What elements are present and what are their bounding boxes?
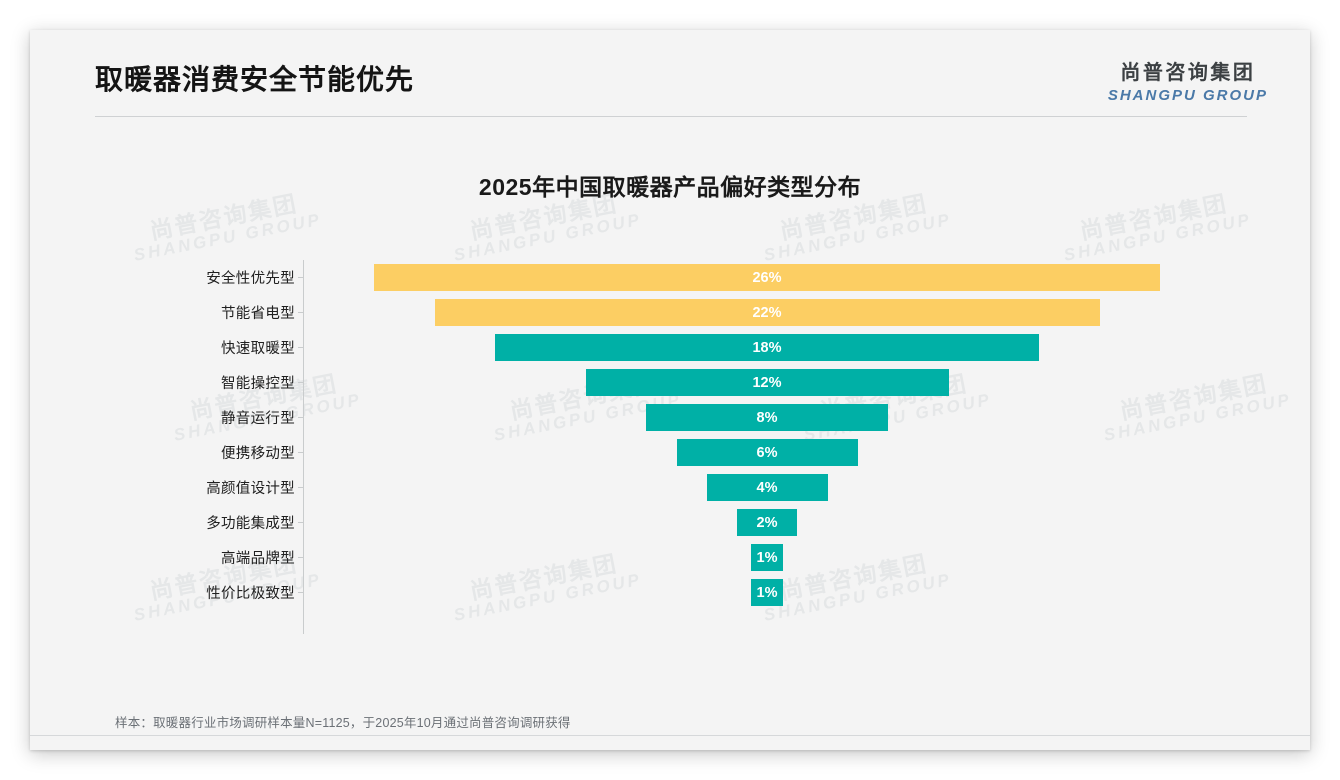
axis-tick [298, 312, 303, 313]
bar-track: 1% [304, 575, 1230, 610]
bar-value-label: 4% [756, 479, 778, 496]
watermark-en: SHANGPU GROUP [762, 209, 954, 265]
funnel-row: 安全性优先型 26% [130, 260, 1230, 295]
axis-tick [298, 347, 303, 348]
funnel-bar[interactable]: 1% [751, 579, 783, 606]
funnel-row: 节能省电型 22% [130, 295, 1230, 330]
bar-value-label: 8% [756, 409, 778, 426]
category-label: 高颜值设计型 [206, 481, 295, 497]
slide-card: 尚普咨询集团 SHANGPU GROUP 尚普咨询集团 SHANGPU GROUP 尚普… [30, 30, 1310, 750]
axis-tick [298, 417, 303, 418]
axis-tick [298, 277, 303, 278]
funnel-bar[interactable]: 8% [646, 404, 888, 431]
funnel-bar[interactable]: 4% [706, 474, 828, 501]
bar-value-label: 6% [756, 444, 778, 461]
funnel-rows: 安全性优先型 26% 节能省电型 22% 快速取暖型 18% 智能操控型 12% 静音运行型 8%… [130, 260, 1230, 610]
axis-tick [298, 382, 303, 383]
bar-value-label: 1% [756, 584, 778, 601]
category-label: 便携移动型 [221, 446, 295, 462]
funnel-row: 便携移动型 6% [130, 435, 1230, 470]
funnel-bar[interactable]: 2% [737, 509, 797, 536]
page-title: 取暖器消费安全节能优先 [95, 64, 415, 95]
axis-tick [298, 557, 303, 558]
footer-divider [30, 735, 1310, 736]
slide-footer: ©2025.12 SHANGPU GROUP www.shangpu-china… [30, 736, 1310, 750]
watermark-en: SHANGPU GROUP [452, 209, 644, 265]
header-divider [95, 116, 1247, 117]
slide-header: 取暖器消费安全节能优先 尚普咨询集团 SHANGPU GROUP [30, 30, 1310, 117]
funnel-bar[interactable]: 6% [676, 439, 858, 466]
funnel-row: 静音运行型 8% [130, 400, 1230, 435]
bar-track: 8% [304, 400, 1230, 435]
category-label: 智能操控型 [221, 376, 295, 392]
axis-tick [298, 452, 303, 453]
chart-title: 2025年中国取暖器产品偏好类型分布 [478, 174, 862, 200]
funnel-bar[interactable]: 26% [374, 264, 1160, 291]
watermark-en: SHANGPU GROUP [1062, 209, 1254, 265]
bar-track: 4% [304, 470, 1230, 505]
brand-logo-cn: 尚普咨询集团 [1120, 62, 1256, 84]
category-label: 节能省电型 [221, 306, 295, 322]
axis-tick [298, 592, 303, 593]
bar-track: 1% [304, 540, 1230, 575]
bar-track: 18% [304, 330, 1230, 365]
brand-logo: 尚普咨询集团 SHANGPU GROUP [1108, 56, 1268, 104]
axis-tick [298, 522, 303, 523]
funnel-chart: 安全性优先型 26% 节能省电型 22% 快速取暖型 18% 智能操控型 12% 静音运行型 8%… [130, 260, 1230, 655]
category-label: 性价比极致型 [206, 586, 295, 602]
bar-track: 22% [304, 295, 1230, 330]
category-label: 高端品牌型 [221, 551, 295, 567]
bar-track: 26% [304, 260, 1230, 295]
bar-value-label: 26% [752, 269, 782, 286]
funnel-row: 高端品牌型 1% [130, 540, 1230, 575]
category-label: 静音运行型 [221, 411, 295, 427]
funnel-bar[interactable]: 22% [434, 299, 1100, 326]
bar-value-label: 12% [752, 374, 782, 391]
funnel-row: 性价比极致型 1% [130, 575, 1230, 610]
category-label: 多功能集成型 [206, 516, 295, 532]
bar-track: 6% [304, 435, 1230, 470]
funnel-row: 快速取暖型 18% [130, 330, 1230, 365]
funnel-row: 高颜值设计型 4% [130, 470, 1230, 505]
bar-track: 2% [304, 505, 1230, 540]
bar-track: 12% [304, 365, 1230, 400]
brand-logo-en: SHANGPU GROUP [1107, 87, 1268, 104]
watermark-en: SHANGPU GROUP [132, 209, 324, 265]
category-label: 安全性优先型 [206, 271, 295, 287]
funnel-bar[interactable]: 18% [495, 334, 1039, 361]
funnel-bar[interactable]: 12% [585, 369, 949, 396]
category-axis-line [303, 260, 304, 634]
funnel-row: 智能操控型 12% [130, 365, 1230, 400]
bar-value-label: 2% [756, 514, 778, 531]
category-label: 快速取暖型 [221, 341, 295, 357]
bar-value-label: 22% [752, 304, 782, 321]
funnel-bar[interactable]: 1% [751, 544, 783, 571]
funnel-row: 多功能集成型 2% [130, 505, 1230, 540]
axis-tick [298, 487, 303, 488]
bar-value-label: 18% [752, 339, 782, 356]
source-note: 样本：取暖器行业市场调研样本量N=1125，于2025年10月通过尚普咨询调研获… [115, 716, 571, 730]
bar-value-label: 1% [756, 549, 778, 566]
